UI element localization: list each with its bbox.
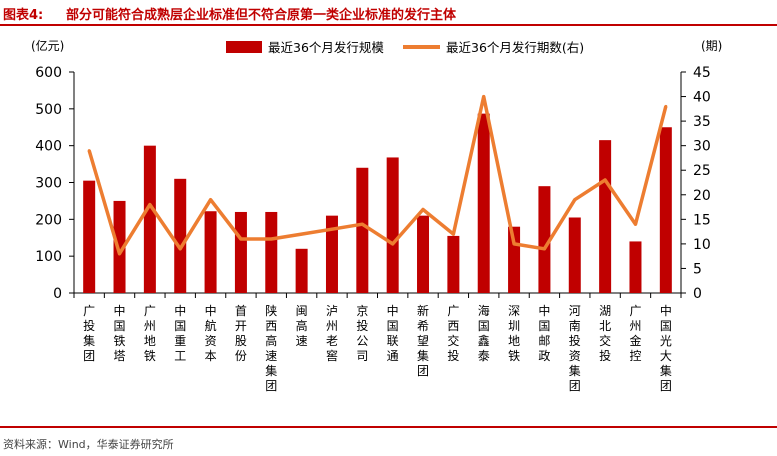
y-right-tick-label: 45 — [693, 65, 711, 81]
line-point — [603, 178, 607, 182]
bar — [386, 157, 399, 293]
y-left-unit: (亿元) — [31, 38, 64, 53]
bar — [447, 235, 460, 293]
y-right-tick-label: 5 — [693, 261, 702, 277]
series-line — [87, 94, 668, 256]
x-tick-label: 湖北交投 — [599, 303, 611, 363]
line-point — [664, 104, 668, 108]
line-point — [300, 232, 304, 236]
bar — [629, 241, 642, 293]
x-tick-label: 京投公司 — [356, 304, 368, 363]
y-right-unit: (期) — [701, 39, 722, 53]
line-point — [269, 237, 273, 241]
line-point — [421, 208, 425, 212]
figure-title: 部分可能符合成熟层企业标准但不符合原第一类企业标准的发行主体 — [66, 8, 457, 23]
line-point — [118, 252, 122, 256]
line-point — [360, 222, 364, 226]
source-note: 资料来源：Wind，华泰证券研究所 — [3, 438, 174, 451]
x-tick-label: 泸州老窖 — [326, 304, 338, 363]
x-tick-label: 中国联通 — [387, 303, 399, 363]
bar — [234, 211, 247, 293]
y-right-tick-label: 10 — [693, 237, 711, 253]
bar — [83, 180, 96, 293]
x-tick-label: 陕西高速集团 — [265, 303, 277, 393]
y-left-tick-label: 600 — [35, 65, 62, 81]
bar — [143, 145, 156, 293]
y-right-tick-label: 40 — [693, 90, 711, 106]
footer-rule — [0, 426, 777, 428]
line-point — [239, 237, 243, 241]
x-tick-label: 广西交投 — [447, 304, 459, 363]
y-left-tick-label: 300 — [35, 176, 62, 192]
bar — [417, 215, 430, 293]
bar — [204, 211, 217, 293]
figure-header: 图表4: 部分可能符合成熟层企业标准但不符合原第一类企业标准的发行主体 — [0, 0, 777, 24]
x-tick-label: 深圳地铁 — [508, 304, 520, 363]
line-point — [633, 222, 637, 226]
bar — [356, 167, 369, 293]
y-right-tick-label: 0 — [693, 286, 702, 302]
line-point — [573, 198, 577, 202]
y-left-tick-label: 0 — [53, 286, 62, 302]
bar — [295, 248, 308, 293]
figure-label: 图表4: — [3, 8, 44, 23]
x-tick-label: 广州金控 — [629, 304, 641, 363]
line-point — [209, 198, 213, 202]
x-tick-label: 闽高速 — [296, 304, 308, 348]
x-tick-label: 海国鑫泰 — [478, 303, 490, 363]
header-rule — [0, 24, 777, 26]
line-point — [512, 242, 516, 246]
bar — [113, 200, 126, 293]
y-right-tick-label: 35 — [693, 114, 711, 130]
legend-bar-label: 最近36个月发行规模 — [268, 40, 384, 55]
bar — [568, 217, 581, 293]
bar — [174, 178, 187, 293]
y-left-tick-label: 200 — [35, 212, 62, 228]
line-point — [330, 227, 334, 231]
x-tick-label: 广州地铁 — [144, 304, 156, 363]
bar — [265, 211, 278, 293]
y-right-tick-label: 15 — [693, 212, 711, 228]
line-point — [482, 95, 486, 99]
x-tick-label: 中国邮政 — [538, 303, 550, 363]
bar — [325, 215, 338, 293]
x-tick-label: 中国重工 — [174, 303, 186, 363]
bar — [477, 113, 490, 293]
bar — [599, 140, 612, 293]
x-tick-label: 新希望集团 — [417, 303, 429, 378]
y-right-tick-label: 30 — [693, 139, 711, 155]
line-point — [542, 247, 546, 251]
line-point — [178, 247, 182, 251]
legend-line-label: 最近36个月发行期数(右) — [446, 40, 584, 55]
legend-bar-swatch — [226, 41, 262, 53]
line-point — [148, 203, 152, 207]
y-right-tick-label: 25 — [693, 163, 711, 179]
line-point — [451, 232, 455, 236]
y-left-tick-label: 500 — [35, 102, 62, 118]
x-tick-label: 中航资本 — [205, 303, 217, 363]
x-tick-label: 河南投资集团 — [569, 304, 581, 393]
x-tick-label: 首开股份 — [235, 304, 247, 363]
y-left-tick-label: 100 — [35, 249, 62, 265]
y-left-tick-label: 400 — [35, 139, 62, 155]
bar — [538, 186, 551, 293]
x-tick-label: 中国光大集团 — [660, 303, 672, 393]
x-tick-label: 中国铁塔 — [114, 303, 126, 363]
x-tick-label: 广投集团 — [83, 304, 95, 363]
bar — [659, 127, 672, 293]
y-right-tick-label: 20 — [693, 188, 711, 204]
line-point — [87, 149, 91, 153]
line-point — [391, 242, 395, 246]
